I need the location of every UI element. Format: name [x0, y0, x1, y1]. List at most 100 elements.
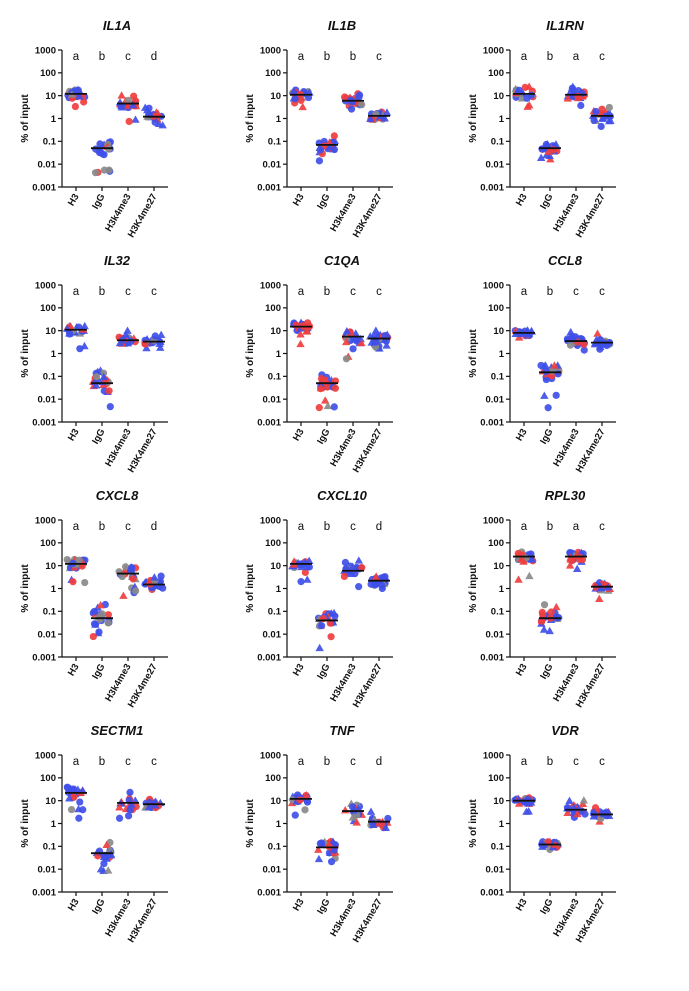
data-point — [126, 788, 134, 796]
panel-cxcl8: CXCL8 % of input 0.001 0.01 0.1 1 10 100 1000 H3 a… — [20, 488, 168, 710]
significance-letter: a — [573, 521, 580, 533]
data-point — [291, 811, 299, 819]
data-point — [552, 391, 560, 399]
significance-letter: c — [125, 286, 131, 298]
data-point — [382, 108, 392, 116]
data-point — [90, 607, 98, 616]
y-tick-label: 0.001 — [32, 182, 56, 193]
data-point — [92, 620, 100, 628]
data-point — [71, 102, 79, 111]
data-point — [78, 786, 87, 794]
data-point — [317, 622, 326, 630]
y-tick-label: 0.1 — [43, 372, 57, 383]
category-label: IgG — [90, 662, 107, 681]
data-point — [63, 783, 71, 791]
data-point — [117, 91, 126, 99]
y-tick-label: 0.01 — [486, 159, 505, 170]
y-tick-label: 1 — [276, 114, 282, 125]
y-tick-label: 0.001 — [480, 652, 504, 663]
data-point — [538, 608, 546, 616]
category-label: H3 — [66, 662, 82, 678]
data-point — [380, 114, 389, 122]
significance-letter: a — [521, 51, 528, 63]
y-axis-label: % of input — [20, 329, 31, 378]
y-axis-label: % of input — [468, 94, 479, 143]
data-point — [102, 840, 111, 849]
significance-letter: c — [599, 756, 605, 768]
data-point — [129, 575, 137, 583]
data-point — [354, 556, 364, 564]
significance-letter: b — [547, 286, 553, 298]
significance-letter: b — [324, 51, 330, 63]
data-point — [302, 790, 311, 799]
data-point — [348, 562, 357, 570]
data-point — [515, 86, 523, 94]
data-point — [81, 578, 89, 587]
data-point — [544, 838, 552, 846]
y-tick-label: 0.001 — [257, 182, 281, 193]
data-point — [355, 583, 363, 591]
data-point — [132, 587, 140, 595]
data-point — [126, 806, 134, 814]
data-point — [566, 341, 575, 349]
data-point — [551, 140, 561, 148]
y-tick-label: 1 — [499, 584, 505, 595]
y-tick-label: 0.1 — [268, 842, 282, 853]
y-axis-label: % of input — [20, 94, 31, 143]
significance-letter: b — [324, 756, 330, 768]
y-tick-label: 1 — [51, 114, 57, 125]
category-label: IgG — [315, 897, 332, 916]
significance-letter: c — [599, 286, 605, 298]
y-tick-label: 10 — [270, 561, 281, 572]
data-point — [340, 572, 348, 581]
data-point — [315, 643, 324, 652]
data-point — [592, 107, 600, 116]
y-tick-label: 0.001 — [32, 887, 56, 898]
significance-letter: b — [324, 286, 330, 298]
data-point — [565, 561, 575, 569]
y-tick-label: 0.01 — [263, 159, 282, 170]
data-point — [292, 321, 300, 329]
y-tick-label: 10 — [270, 326, 281, 337]
category-label: IgG — [315, 192, 332, 211]
data-point — [357, 338, 366, 347]
category-label: IgG — [538, 192, 555, 211]
data-point — [579, 796, 589, 804]
data-point — [605, 103, 613, 112]
panel-title: C1QA — [324, 253, 360, 268]
data-point — [545, 151, 554, 160]
y-tick-label: 0.01 — [486, 629, 505, 640]
y-tick-label: 0.001 — [32, 652, 56, 663]
y-tick-label: 0.1 — [491, 607, 505, 618]
significance-letter: c — [350, 286, 356, 298]
y-tick-label: 0.001 — [480, 887, 504, 898]
panel-title: IL1A — [103, 18, 131, 33]
y-tick-label: 100 — [265, 538, 281, 549]
data-point — [151, 118, 159, 126]
data-point — [121, 563, 130, 571]
y-tick-label: 100 — [40, 68, 56, 79]
y-tick-label: 0.1 — [491, 372, 505, 383]
panel-cxcl10: CXCL10 % of input 0.001 0.01 0.1 1 10 100 1000 H3… — [245, 488, 393, 710]
category-label: IgG — [315, 662, 332, 681]
data-point — [80, 321, 89, 330]
data-point — [596, 584, 606, 592]
category-label: H3 — [66, 897, 82, 913]
data-point — [323, 401, 333, 410]
data-point — [563, 94, 573, 102]
y-tick-label: 10 — [45, 561, 56, 572]
category-label: H3 — [291, 192, 307, 208]
data-point — [317, 839, 326, 847]
data-point — [330, 846, 338, 854]
data-point — [566, 549, 574, 557]
y-tick-label: 1 — [51, 349, 57, 360]
significance-letter: b — [547, 51, 553, 63]
y-tick-label: 1000 — [35, 45, 56, 56]
y-tick-label: 0.1 — [491, 842, 505, 853]
y-tick-label: 1 — [51, 584, 57, 595]
data-point — [91, 381, 101, 389]
data-point — [547, 608, 555, 616]
panel-title: CXCL8 — [96, 488, 139, 503]
y-tick-label: 1 — [276, 584, 282, 595]
